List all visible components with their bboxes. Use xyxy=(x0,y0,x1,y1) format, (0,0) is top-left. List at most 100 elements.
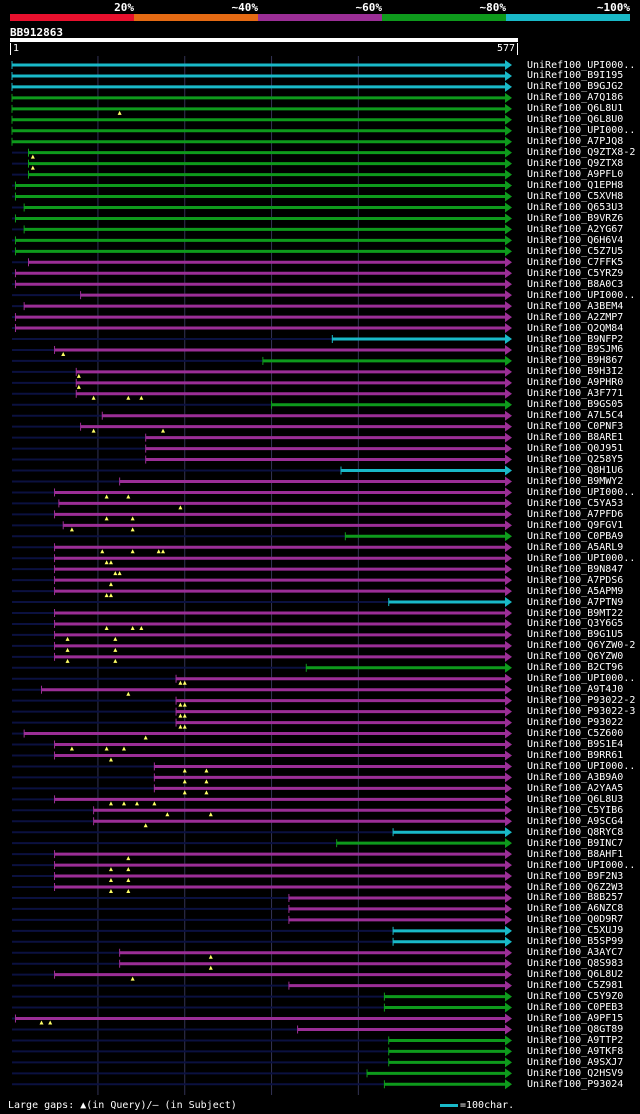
hit-label[interactable]: UniRef100_UPI000.. xyxy=(527,59,636,71)
hit-label[interactable]: UniRef100_Q8H1U6 xyxy=(527,465,624,477)
hit-label[interactable]: UniRef100_A3F771 xyxy=(527,388,624,400)
hit-label[interactable]: UniRef100_B2CT96 xyxy=(527,662,624,674)
query-gap-marker xyxy=(161,549,166,554)
hit-label[interactable]: UniRef100_B8B257 xyxy=(527,892,624,904)
hit-label[interactable]: UniRef100_A6NZC8 xyxy=(527,903,624,915)
hit-label[interactable]: UniRef100_A7L5C4 xyxy=(527,410,624,422)
hit-label[interactable]: UniRef100_Q8GT89 xyxy=(527,1023,624,1035)
hit-label[interactable]: UniRef100_Q8S983 xyxy=(527,958,624,970)
hit-label[interactable]: UniRef100_Q258Y5 xyxy=(527,454,624,466)
legend-label-3: ~80% xyxy=(479,1,507,14)
hit-label[interactable]: UniRef100_A5APM9 xyxy=(527,585,624,597)
hit-label[interactable]: UniRef100_B9MWY2 xyxy=(527,475,624,487)
hit-label[interactable]: UniRef100_UPI000.. xyxy=(527,760,636,772)
hit-label[interactable]: UniRef100_B9VRZ6 xyxy=(527,212,624,224)
hit-label[interactable]: UniRef100_Q6L8U2 xyxy=(527,969,624,981)
hit-label[interactable]: UniRef100_Q6H6V4 xyxy=(527,234,624,246)
hit-label[interactable]: UniRef100_UPI000.. xyxy=(527,673,636,685)
hit-label[interactable]: UniRef100_Q9FGV1 xyxy=(527,519,624,531)
hit-label[interactable]: UniRef100_Q653U3 xyxy=(527,201,624,213)
hit-label[interactable]: UniRef100_Q2QM84 xyxy=(527,322,624,334)
hit-label[interactable]: UniRef100_P93022-2 xyxy=(527,695,636,707)
hit-label[interactable]: UniRef100_B9H867 xyxy=(527,355,624,367)
hit-label[interactable]: UniRef100_C5Z7U5 xyxy=(527,245,624,257)
query-gap-marker xyxy=(130,516,135,521)
hit-label[interactable]: UniRef100_A7Q186 xyxy=(527,92,624,104)
hit-label[interactable]: UniRef100_B9GJG2 xyxy=(527,81,624,93)
hit-label[interactable]: UniRef100_A9SCG4 xyxy=(527,815,624,827)
hit-label[interactable]: UniRef100_A9TTP2 xyxy=(527,1034,624,1046)
hit-label[interactable]: UniRef100_C0PBA9 xyxy=(527,530,624,542)
hit-label[interactable]: UniRef100_C5YA53 xyxy=(527,497,624,509)
hit-label[interactable]: UniRef100_B9NFP2 xyxy=(527,333,624,345)
hit-label[interactable]: UniRef100_Q6L8U1 xyxy=(527,103,624,115)
hit-label[interactable]: UniRef100_Q6YZW0 xyxy=(527,651,624,663)
hit-label[interactable]: UniRef100_B5SP99 xyxy=(527,936,624,948)
hit-label[interactable]: UniRef100_C5YRZ9 xyxy=(527,267,624,279)
hit-label[interactable]: UniRef100_B9GS05 xyxy=(527,399,624,411)
hit-label[interactable]: UniRef100_B9I195 xyxy=(527,70,624,82)
hit-label[interactable]: UniRef100_B9H3I2 xyxy=(527,366,624,378)
hit-label[interactable]: UniRef100_B8AHF1 xyxy=(527,848,624,860)
hit-label[interactable]: UniRef100_Q0D9R7 xyxy=(527,914,624,926)
hit-label[interactable]: UniRef100_Q2HSV9 xyxy=(527,1067,624,1079)
hit-label[interactable]: UniRef100_A7PFD6 xyxy=(527,508,624,520)
identity-legend: 20% ~40% ~60% ~80% ~100% xyxy=(10,0,630,22)
hit-label[interactable]: UniRef100_A5ARL9 xyxy=(527,541,624,553)
hit-label[interactable]: UniRef100_Q9ZTX8-2 xyxy=(527,147,636,159)
hit-arrow xyxy=(505,125,512,136)
hit-label[interactable]: UniRef100_Q8RYC8 xyxy=(527,826,624,838)
hit-label[interactable]: UniRef100_Q0J951 xyxy=(527,443,624,455)
hit-label[interactable]: UniRef100_P93022-3 xyxy=(527,706,636,718)
hit-label[interactable]: UniRef100_Q1EPH8 xyxy=(527,180,624,192)
hit-label[interactable]: UniRef100_Q6L8U0 xyxy=(527,114,624,126)
hit-label[interactable]: UniRef100_Q6YZW0-2 xyxy=(527,640,636,652)
hit-label[interactable]: UniRef100_A7PJQ8 xyxy=(527,136,624,148)
hit-label[interactable]: UniRef100_B9F2N3 xyxy=(527,870,624,882)
hit-label[interactable]: UniRef100_A2YG67 xyxy=(527,223,624,235)
hit-label[interactable]: UniRef100_C7FFK5 xyxy=(527,256,624,268)
query-gap-marker xyxy=(208,954,213,959)
hit-label[interactable]: UniRef100_A9SXJ7 xyxy=(527,1056,624,1068)
hit-label[interactable]: UniRef100_C5XVH8 xyxy=(527,191,624,203)
hit-label[interactable]: UniRef100_A3AYC7 xyxy=(527,947,624,959)
hit-label[interactable]: UniRef100_A9T4J0 xyxy=(527,684,624,696)
hit-label[interactable]: UniRef100_A2YAA5 xyxy=(527,782,624,794)
hit-label[interactable]: UniRef100_P93022 xyxy=(527,717,624,729)
hit-label[interactable]: UniRef100_A3BEM4 xyxy=(527,300,624,312)
hit-label[interactable]: UniRef100_A9PHR0 xyxy=(527,377,624,389)
hit-label[interactable]: UniRef100_P93024 xyxy=(527,1078,624,1090)
hit-label[interactable]: UniRef100_UPI000.. xyxy=(527,289,636,301)
hit-label[interactable]: UniRef100_Q3Y6G5 xyxy=(527,618,624,630)
hit-label[interactable]: UniRef100_B9SJM6 xyxy=(527,344,624,356)
hit-label[interactable]: UniRef100_UPI000.. xyxy=(527,859,636,871)
hit-label[interactable]: UniRef100_A9PF15 xyxy=(527,1013,624,1025)
hit-label[interactable]: UniRef100_B8A0C3 xyxy=(527,278,624,290)
hit-label[interactable]: UniRef100_C5Z981 xyxy=(527,980,624,992)
hit-label[interactable]: UniRef100_A3B9A0 xyxy=(527,771,624,783)
hit-label[interactable]: UniRef100_UPI000.. xyxy=(527,125,636,137)
hit-label[interactable]: UniRef100_B9S1E4 xyxy=(527,739,624,751)
hit-label[interactable]: UniRef100_C5Y9Z0 xyxy=(527,991,624,1003)
hit-label[interactable]: UniRef100_B9RR61 xyxy=(527,749,624,761)
hit-label[interactable]: UniRef100_B9MT22 xyxy=(527,607,624,619)
hit-label[interactable]: UniRef100_C5XUJ9 xyxy=(527,925,624,937)
hit-label[interactable]: UniRef100_B9G1U5 xyxy=(527,629,624,641)
hit-label[interactable]: UniRef100_B9N847 xyxy=(527,563,624,575)
hit-label[interactable]: UniRef100_B8ARE1 xyxy=(527,432,624,444)
hit-label[interactable]: UniRef100_A7PDS6 xyxy=(527,574,624,586)
hit-label[interactable]: UniRef100_Q9ZTX8 xyxy=(527,158,624,170)
hit-label[interactable]: UniRef100_Q6L8U3 xyxy=(527,793,624,805)
hit-label[interactable]: UniRef100_UPI000.. xyxy=(527,552,636,564)
hit-label[interactable]: UniRef100_C5Z600 xyxy=(527,728,624,740)
hit-label[interactable]: UniRef100_C0PEB3 xyxy=(527,1002,624,1014)
hit-label[interactable]: UniRef100_Q6Z2W3 xyxy=(527,881,624,893)
hit-label[interactable]: UniRef100_C5YIB6 xyxy=(527,804,624,816)
hit-label[interactable]: UniRef100_A9TKF8 xyxy=(527,1045,624,1057)
hit-label[interactable]: UniRef100_A9PFL0 xyxy=(527,169,624,181)
hit-label[interactable]: UniRef100_UPI000.. xyxy=(527,486,636,498)
hit-label[interactable]: UniRef100_A7PTN9 xyxy=(527,596,624,608)
hit-label[interactable]: UniRef100_C0PNF3 xyxy=(527,421,624,433)
hit-label[interactable]: UniRef100_B9INC7 xyxy=(527,837,624,849)
hit-label[interactable]: UniRef100_A2ZMP7 xyxy=(527,311,624,323)
